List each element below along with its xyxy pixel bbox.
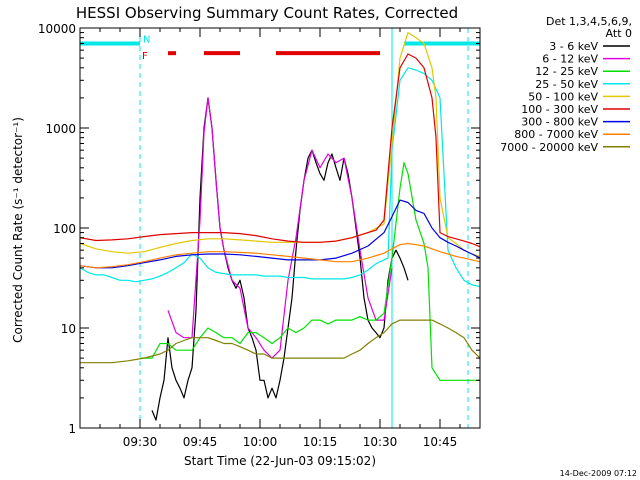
x-tick-label: 09:45 [183, 435, 218, 449]
y-tick-label: 100 [53, 222, 76, 236]
legend-entry-label: 3 - 6 keV [549, 40, 598, 53]
x-tick-label: 10:15 [303, 435, 338, 449]
timestamp: 14-Dec-2009 07:12 [560, 469, 637, 478]
x-axis: 09:30 09:45 10:00 10:15 10:30 10:45 [79, 28, 481, 449]
legend-entry-label: 12 - 25 keV [535, 65, 598, 78]
legend-entry-label: 7000 - 20000 keV [500, 141, 598, 154]
series-line-8 [80, 242, 480, 269]
series-line-9 [80, 319, 480, 364]
series-line-6 [80, 53, 480, 248]
chart-title: HESSI Observing Summary Count Rates, Cor… [76, 4, 458, 22]
legend-entry-label: 300 - 800 keV [521, 116, 598, 129]
x-tick-label: 09:30 [123, 435, 158, 449]
x-tick-label: 10:30 [363, 435, 398, 449]
flag-bars: NF [80, 28, 480, 428]
y-tick-label: 1000 [45, 122, 76, 136]
y-axis-label: Corrected Count Rate (s⁻¹ detector⁻¹) [11, 117, 25, 343]
series-lines [80, 31, 480, 421]
series-line-1 [151, 97, 409, 421]
series-line-2 [167, 97, 393, 359]
legend-entry-label: 800 - 7000 keV [514, 128, 598, 141]
flare-flag-label: F [142, 51, 148, 62]
series-line-7 [80, 199, 480, 269]
y-tick-label: 1 [68, 422, 76, 436]
x-tick-label: 10:00 [243, 435, 278, 449]
y-axis: 1 10 100 1000 10000 [38, 22, 480, 436]
x-tick-label: 10:45 [423, 435, 458, 449]
legend-entry-label: 25 - 50 keV [535, 78, 598, 91]
legend-title-line-1: Det 1,3,4,5,6,9, [546, 15, 632, 28]
y-tick-label: 10000 [38, 22, 76, 36]
night-flag-label: N [143, 34, 150, 45]
series-line-3 [140, 162, 480, 381]
y-tick-label: 10 [61, 322, 76, 336]
series-line-4 [80, 67, 480, 288]
legend-entry-label: 50 - 100 keV [528, 90, 598, 103]
legend-entry-label: 6 - 12 keV [542, 53, 598, 66]
x-axis-label: Start Time (22-Jun-03 09:15:02) [184, 454, 376, 468]
legend-title-line-2: Att 0 [606, 27, 632, 40]
legend-entry-label: 100 - 300 keV [521, 103, 598, 116]
